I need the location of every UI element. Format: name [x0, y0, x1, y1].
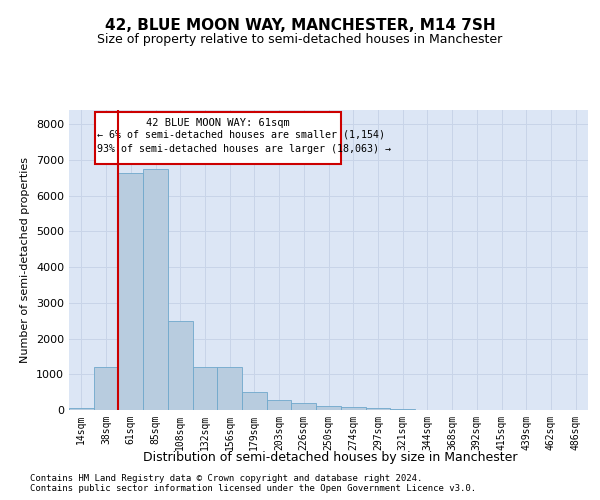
Bar — [193, 367, 217, 410]
Bar — [94, 367, 118, 410]
Y-axis label: Number of semi-detached properties: Number of semi-detached properties — [20, 157, 31, 363]
Bar — [316, 406, 341, 410]
Text: Distribution of semi-detached houses by size in Manchester: Distribution of semi-detached houses by … — [143, 451, 517, 464]
Bar — [365, 408, 390, 410]
Bar — [95, 112, 341, 164]
Bar — [292, 403, 316, 410]
Bar — [143, 169, 168, 410]
Text: Contains public sector information licensed under the Open Government Licence v3: Contains public sector information licen… — [30, 484, 476, 493]
Bar — [118, 172, 143, 410]
Bar — [217, 367, 242, 410]
Bar — [69, 408, 94, 410]
Bar — [168, 320, 193, 410]
Text: ← 6% of semi-detached houses are smaller (1,154): ← 6% of semi-detached houses are smaller… — [97, 130, 385, 140]
Text: Size of property relative to semi-detached houses in Manchester: Size of property relative to semi-detach… — [97, 32, 503, 46]
Text: Contains HM Land Registry data © Crown copyright and database right 2024.: Contains HM Land Registry data © Crown c… — [30, 474, 422, 483]
Text: 93% of semi-detached houses are larger (18,063) →: 93% of semi-detached houses are larger (… — [97, 144, 391, 154]
Text: 42, BLUE MOON WAY, MANCHESTER, M14 7SH: 42, BLUE MOON WAY, MANCHESTER, M14 7SH — [104, 18, 496, 32]
Bar — [242, 392, 267, 410]
Text: 42 BLUE MOON WAY: 61sqm: 42 BLUE MOON WAY: 61sqm — [146, 118, 290, 128]
Bar — [341, 407, 365, 410]
Bar — [267, 400, 292, 410]
